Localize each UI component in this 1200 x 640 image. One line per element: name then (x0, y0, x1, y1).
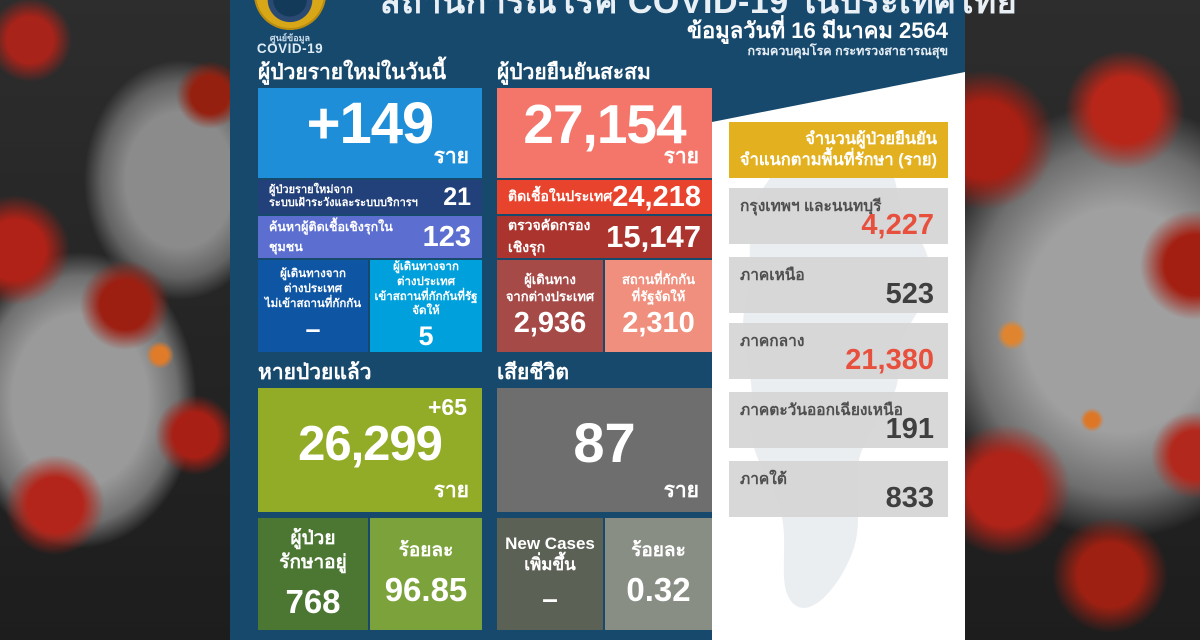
travelers-no-quarantine-label: ผู้เดินทางจาก ต่างประเทศ ไม่เข้าสถานที่ก… (264, 268, 362, 310)
recovered-heading: หายป่วยแล้ว (258, 361, 372, 384)
recovered-percent-label: ร้อยละ (398, 540, 454, 562)
recovered-total-box: +65 26,299 ราย (258, 388, 482, 512)
domestic-infection-label: ติดเชื้อในประเทศ (508, 188, 613, 204)
travelers-state-quarantine-label: ผู้เดินทางจาก ต่างประเทศ เข้าสถานที่กักก… (374, 260, 478, 318)
region-row-south: ภาคใต้ 833 (729, 461, 948, 517)
regions-heading-line1: จำนวนผู้ป่วยยืนยัน (805, 130, 937, 148)
infographic-board: ศูนย์ข้อมูล COVID-19 สถานการณ์โรค COVID-… (230, 0, 1017, 640)
logo-caption-line2: COVID-19 (256, 41, 324, 56)
region-value: 833 (885, 482, 934, 514)
state-quarantine-facility-value: 2,310 (622, 307, 695, 340)
region-value: 4,227 (861, 209, 934, 241)
region-row-north: ภาคเหนือ 523 (729, 257, 948, 313)
cumulative-total-box: 27,154 ราย (497, 88, 712, 178)
region-row-bangkok: กรุงเทพฯ และนนทบุรี 4,227 (729, 188, 948, 244)
state-quarantine-facility-label: สถานที่กักกัน ที่รัฐจัดให้ (621, 271, 696, 304)
deaths-percent-label: ร้อยละ (631, 540, 686, 562)
cumulative-total-value: 27,154 (523, 93, 686, 155)
active-case-finding-label: ค้นหาผู้ติดเชื้อเชิงรุกในชุมชน (269, 220, 393, 254)
region-label: กรุงเทพฯ และนนทบุรี (740, 198, 882, 215)
active-case-finding-row: ค้นหาผู้ติดเชื้อเชิงรุกในชุมชน 123 (258, 216, 482, 258)
recovered-percent-value: 96.85 (384, 570, 468, 608)
in-treatment-box: ผู้ป่วย รักษาอยู่ 768 (258, 518, 368, 630)
logo-caption-line1: ศูนย์ข้อมูล (269, 33, 311, 43)
region-label: ภาคเหนือ (740, 267, 805, 284)
region-value: 523 (885, 278, 934, 310)
surveillance-value: 21 (443, 182, 471, 211)
deaths-heading: เสียชีวิต (497, 361, 569, 384)
regions-heading-line2: จำแนกตามพื้นที่รักษา (ราย) (739, 151, 937, 170)
region-value: 21,380 (845, 344, 934, 376)
deaths-percent-box: ร้อยละ 0.32 (605, 518, 712, 630)
regions-heading-box: จำนวนผู้ป่วยยืนยัน จำแนกตามพื้นที่รักษา … (729, 122, 948, 178)
proactive-screening-value: 15,147 (606, 219, 701, 254)
recovered-delta: +65 (427, 394, 467, 420)
page-title: สถานการณ์โรค COVID-19 ในประเทศไทย (380, 0, 1018, 21)
deaths-percent-value: 0.32 (626, 570, 691, 608)
deaths-new-cases-box: New Cases เพิ่มขึ้น – (497, 518, 603, 630)
cumulative-unit: ราย (663, 145, 699, 168)
new-cases-unit: ราย (433, 145, 469, 168)
deaths-new-cases-value: – (542, 583, 558, 615)
cumulative-heading: ผู้ป่วยยืนยันสะสม (497, 61, 651, 84)
deaths-unit: ราย (663, 479, 699, 502)
deaths-total-value: 87 (573, 411, 636, 474)
recovered-total-value: 26,299 (298, 417, 443, 471)
new-cases-total-box: +149 ราย (258, 88, 482, 178)
region-row-central: ภาคกลาง 21,380 (729, 323, 948, 379)
travelers-no-quarantine-value: – (305, 313, 321, 344)
in-treatment-label: ผู้ป่วย รักษาอยู่ (279, 528, 347, 573)
cumulative-travelers-box: ผู้เดินทาง จากต่างประเทศ 2,936 (497, 260, 603, 352)
deaths-total-box: 87 ราย (497, 388, 712, 512)
surveillance-row: ผู้ป่วยรายใหม่จาก ระบบเฝ้าระวังและระบบบร… (258, 180, 482, 214)
report-date: ข้อมูลวันที่ 16 มีนาคม 2564 (687, 18, 948, 43)
organization-name: กรมควบคุมโรค กระทรวงสาธารณสุข (747, 44, 948, 58)
domestic-infection-value: 24,218 (612, 180, 701, 213)
surveillance-label: ผู้ป่วยรายใหม่จาก ระบบเฝ้าระวังและระบบบร… (269, 183, 418, 209)
region-label: ภาคตะวันออกเฉียงเหนือ (740, 402, 903, 419)
proactive-screening-row: ตรวจคัดกรองเชิงรุก 15,147 (497, 216, 712, 258)
active-case-finding-value: 123 (422, 220, 471, 253)
cumulative-travelers-label: ผู้เดินทาง จากต่างประเทศ (505, 271, 595, 304)
in-treatment-value: 768 (285, 582, 341, 620)
recovered-percent-box: ร้อยละ 96.85 (370, 518, 482, 630)
domestic-infection-row: ติดเชื้อในประเทศ 24,218 (497, 180, 712, 214)
travelers-no-quarantine-box: ผู้เดินทางจาก ต่างประเทศ ไม่เข้าสถานที่ก… (258, 260, 368, 352)
state-quarantine-facility-box: สถานที่กักกัน ที่รัฐจัดให้ 2,310 (605, 260, 712, 352)
region-label: ภาคใต้ (740, 471, 787, 488)
new-cases-heading: ผู้ป่วยรายใหม่ในวันนี้ (258, 61, 447, 84)
travelers-state-quarantine-box: ผู้เดินทางจาก ต่างประเทศ เข้าสถานที่กักก… (370, 260, 482, 352)
region-value: 191 (885, 413, 934, 445)
region-label: ภาคกลาง (740, 333, 805, 350)
proactive-screening-label: ตรวจคัดกรองเชิงรุก (508, 217, 591, 255)
new-cases-total-value: +149 (306, 91, 435, 156)
cumulative-travelers-value: 2,936 (513, 307, 587, 340)
travelers-state-quarantine-value: 5 (418, 321, 434, 352)
recovered-unit: ราย (433, 479, 469, 502)
deaths-new-cases-label: New Cases เพิ่มขึ้น (505, 533, 595, 574)
region-row-northeast: ภาคตะวันออกเฉียงเหนือ 191 (729, 392, 948, 448)
